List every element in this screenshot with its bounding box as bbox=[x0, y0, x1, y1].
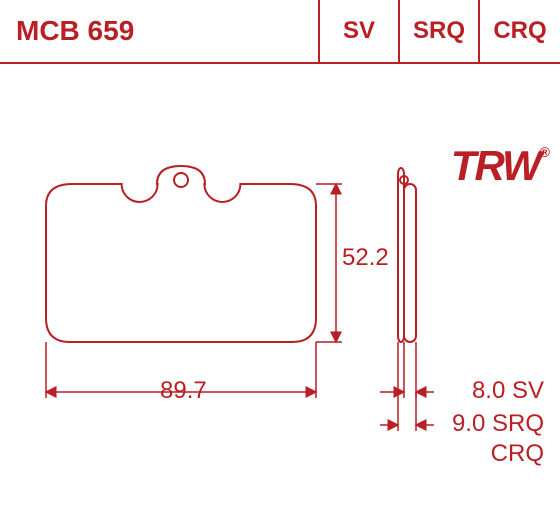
width-dimension-label: 89.7 bbox=[160, 377, 207, 405]
variant-label: SV bbox=[343, 17, 375, 45]
variant-label: CRQ bbox=[493, 17, 546, 45]
thickness-sv-label: 8.0 SV bbox=[472, 377, 544, 405]
variant-cell-sv: SV bbox=[320, 0, 400, 62]
header-row: MCB 659 SV SRQ CRQ bbox=[0, 0, 560, 64]
technical-drawing bbox=[0, 64, 560, 511]
model-label: MCB 659 bbox=[16, 15, 134, 47]
variant-cell-srq: SRQ bbox=[400, 0, 480, 62]
thickness-srq-label: 9.0 SRQ bbox=[452, 410, 544, 438]
height-dimension-label: 52.2 bbox=[342, 244, 389, 272]
diagram-area: TRW® 52.2 89.7 8.0 SV 9.0 SRQ CRQ bbox=[0, 64, 560, 511]
model-cell: MCB 659 bbox=[0, 0, 320, 62]
variant-label: SRQ bbox=[413, 17, 465, 45]
thickness-crq-label: CRQ bbox=[491, 440, 544, 468]
variant-cell-crq: CRQ bbox=[480, 0, 560, 62]
